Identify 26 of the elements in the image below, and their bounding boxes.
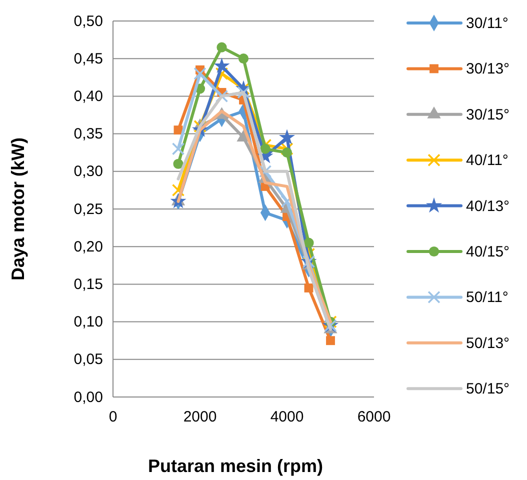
- x-tick-label: 0: [108, 408, 118, 426]
- y-tick-label: 0,45: [74, 50, 103, 68]
- y-tick-label: 0,25: [74, 200, 103, 218]
- y-tick-label: 0,40: [74, 88, 103, 105]
- legend-label: 40/15°: [466, 244, 510, 260]
- y-tick-label: 0,10: [74, 314, 103, 331]
- y-tick-label: 0,35: [74, 126, 103, 143]
- legend-label: 50/15°: [466, 380, 510, 398]
- legend-label: 30/15°: [466, 106, 510, 124]
- legend-label: 40/11°: [466, 152, 508, 170]
- y-tick-label: 0,20: [74, 238, 103, 256]
- y-tick-label: 0,30: [74, 163, 103, 180]
- x-axis-title: Putaran mesin (rpm): [148, 456, 324, 476]
- x-tick-label: 4000: [270, 408, 304, 426]
- y-tick-label: 0,15: [74, 276, 103, 293]
- legend-label: 50/13°: [466, 334, 510, 352]
- x-tick-label: 2000: [183, 408, 217, 426]
- legend-label: 30/11°: [466, 15, 508, 32]
- y-axis-title: Daya motor (kW): [8, 137, 28, 281]
- legend-label: 40/13°: [466, 198, 510, 215]
- y-tick-label: 0,05: [74, 351, 103, 368]
- y-tick-label: 0,00: [74, 388, 103, 406]
- legend-label: 30/13°: [466, 60, 510, 78]
- x-tick-label: 6000: [357, 408, 391, 426]
- y-tick-label: 0,50: [74, 12, 103, 30]
- legend-label: 50/11°: [466, 289, 508, 306]
